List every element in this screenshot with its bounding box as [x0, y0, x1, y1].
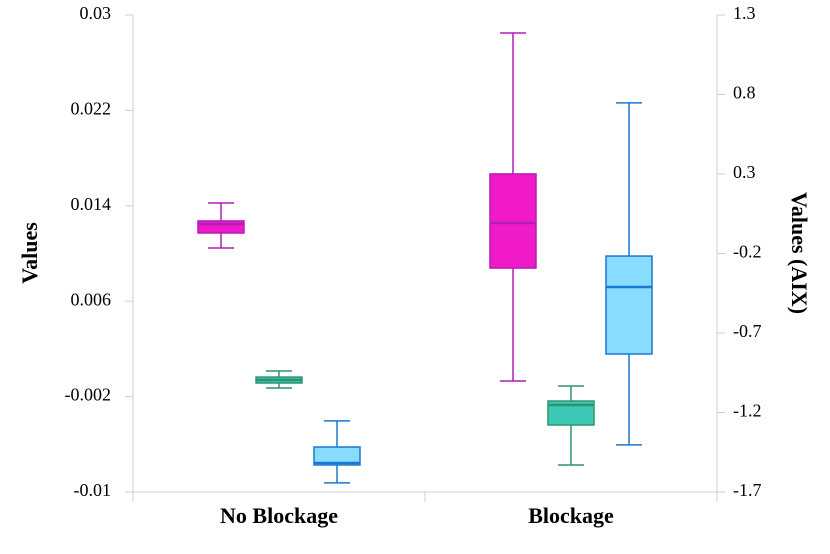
y2-tick-label: 0.8: [733, 83, 756, 103]
y2-tick-label: -0.2: [733, 242, 762, 262]
box: [313, 446, 361, 466]
y2-tick-label: -1.2: [733, 401, 762, 421]
y-tick-label: 0.03: [80, 3, 112, 23]
x-tick-label: No Blockage: [220, 503, 338, 528]
y-tick-label: -0.002: [65, 385, 112, 405]
y-tick-label: -0.01: [74, 480, 112, 500]
y2-tick-label: 1.3: [733, 3, 756, 23]
y-tick-label: 0.006: [71, 289, 112, 309]
y2-tick-label: 0.3: [733, 162, 756, 182]
box: [547, 400, 595, 426]
y-tick-label: 0.022: [71, 99, 112, 119]
y2-tick-label: -1.7: [733, 480, 762, 500]
y2-axis-title: Values (AIX): [787, 192, 812, 314]
box: [605, 255, 653, 355]
y-tick-label: 0.014: [71, 194, 112, 214]
y-axis-title: Values: [17, 222, 42, 284]
x-tick-label: Blockage: [528, 503, 614, 528]
box: [489, 173, 537, 269]
box: [197, 220, 245, 234]
y2-tick-label: -0.7: [733, 321, 762, 341]
